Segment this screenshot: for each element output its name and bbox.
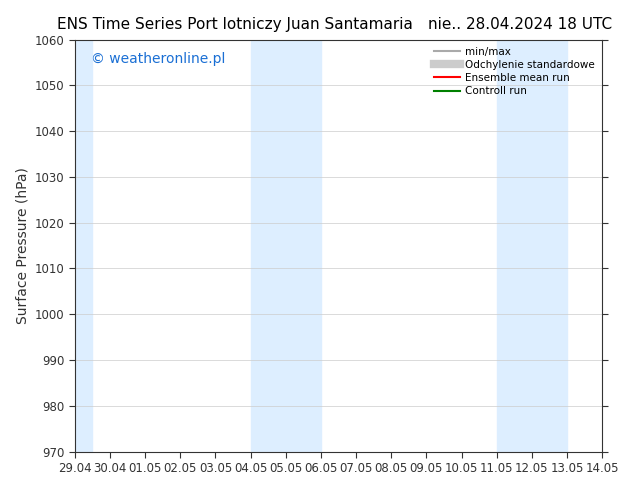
- Text: nie.. 28.04.2024 18 UTC: nie.. 28.04.2024 18 UTC: [428, 17, 612, 32]
- Legend: min/max, Odchylenie standardowe, Ensemble mean run, Controll run: min/max, Odchylenie standardowe, Ensembl…: [430, 43, 599, 100]
- Bar: [250, 40, 321, 452]
- Text: © weatheronline.pl: © weatheronline.pl: [91, 52, 225, 66]
- Text: ENS Time Series Port lotniczy Juan Santamaria: ENS Time Series Port lotniczy Juan Santa…: [56, 17, 413, 32]
- Y-axis label: Surface Pressure (hPa): Surface Pressure (hPa): [15, 167, 29, 324]
- Bar: [497, 40, 567, 452]
- Bar: [75, 40, 93, 452]
